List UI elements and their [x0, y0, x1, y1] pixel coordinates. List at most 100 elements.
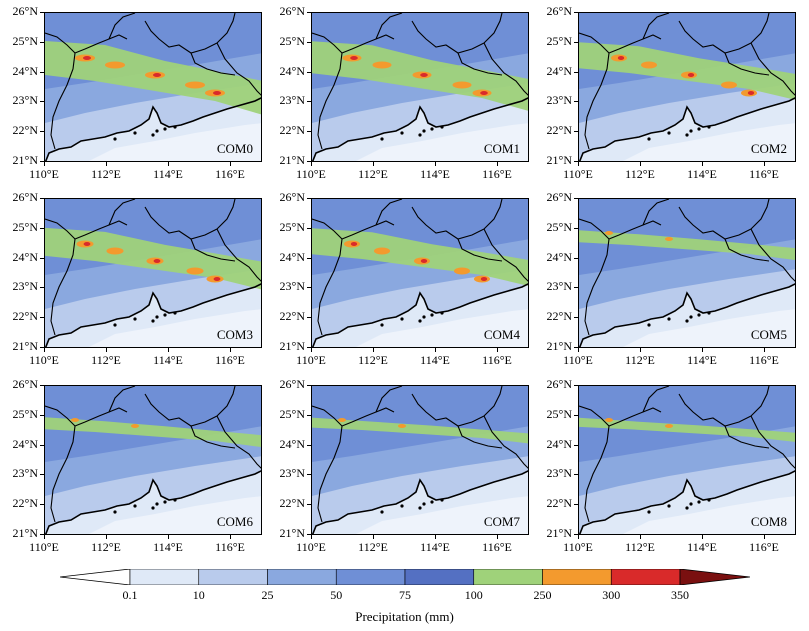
island	[400, 317, 404, 321]
lon-tick-label: 112°E	[358, 167, 388, 181]
lon-tick-mark	[373, 348, 374, 352]
panel-label: COM0	[216, 141, 253, 156]
map-panel-com6: COM6 26°N 25°N 24°N 23°N 22°N 21°N 110°E 112°E 11…	[13, 377, 262, 554]
island	[685, 319, 689, 323]
precipitation-map: COM0	[44, 12, 262, 162]
map-panel-com5: COM5 26°N 25°N 24°N 23°N 22°N 21°N 110°E 112°E 11…	[547, 190, 796, 367]
lon-tick-mark	[230, 535, 231, 539]
province-boundary	[216, 13, 236, 44]
lat-tick-label: 21°N	[12, 153, 38, 167]
precip-spot-300-350	[747, 91, 755, 95]
precipitation-map: COM8	[578, 385, 796, 535]
lon-tick-label: 112°E	[91, 540, 121, 554]
lon-tick-label: 116°E	[749, 167, 779, 181]
province-boundary	[375, 386, 403, 413]
precip-band-100-250	[579, 417, 795, 442]
lat-tick-mark	[40, 347, 44, 348]
precip-spot-300-350	[687, 73, 695, 77]
lon-tick-mark	[497, 162, 498, 166]
lat-tick-mark	[307, 198, 311, 199]
island	[667, 504, 671, 508]
lon-tick-label: 110°E	[29, 167, 59, 181]
precip-spot-250-300	[665, 237, 673, 241]
lon-tick-label: 114°E	[420, 540, 450, 554]
lat-tick-label: 21°N	[279, 526, 305, 540]
lat-tick-label: 21°N	[546, 153, 572, 167]
lat-tick-mark	[307, 72, 311, 73]
precipitation-map: COM5	[578, 198, 796, 348]
precip-spot-300-350	[420, 259, 428, 263]
island	[440, 311, 444, 315]
lon-tick-mark	[702, 162, 703, 166]
lon-tick-mark	[578, 162, 579, 166]
lon-tick-label: 112°E	[91, 353, 121, 367]
lat-tick-mark	[574, 258, 578, 259]
colorbar-tick-label: 350	[671, 588, 689, 602]
precip-band-100-250	[312, 228, 528, 286]
lon-tick-label: 116°E	[215, 353, 245, 367]
colorbar-tick-label: 10	[192, 588, 205, 602]
lon-tick-label: 114°E	[420, 167, 450, 181]
lon-tick-mark	[44, 348, 45, 352]
lon-tick-mark	[373, 162, 374, 166]
province-boundary	[457, 238, 503, 262]
coastline	[579, 470, 795, 534]
lon-tick-mark	[230, 162, 231, 166]
island	[163, 313, 167, 317]
precip-spot-250-300	[131, 424, 139, 428]
province-boundary	[750, 228, 795, 282]
lat-tick-label: 26°N	[279, 377, 305, 391]
lat-tick-label: 22°N	[12, 309, 38, 323]
lat-tick-mark	[574, 317, 578, 318]
precip-spot-250-300	[721, 81, 737, 89]
lat-tick-mark	[307, 258, 311, 259]
precip-spot-250-300	[338, 418, 346, 422]
lon-tick-label: 116°E	[215, 540, 245, 554]
province-boundary	[411, 393, 485, 427]
lat-tick-mark	[574, 474, 578, 475]
lat-tick-label: 21°N	[546, 339, 572, 353]
colorbar-extend-low	[60, 569, 131, 585]
colorbar-segment	[267, 569, 337, 585]
lon-tick-label: 110°E	[563, 353, 593, 367]
lat-tick-label: 24°N	[12, 64, 38, 78]
lat-tick-mark	[40, 258, 44, 259]
lat-tick-mark	[574, 347, 578, 348]
island	[430, 127, 434, 131]
island	[133, 131, 137, 135]
island	[430, 500, 434, 504]
island	[707, 498, 711, 502]
light-precip-area	[89, 309, 261, 347]
precipitation-field	[45, 13, 261, 161]
lat-tick-label: 25°N	[12, 34, 38, 48]
island	[697, 127, 701, 131]
precip-spot-250-300	[105, 61, 125, 69]
province-boundary	[584, 425, 610, 523]
province-boundary	[190, 52, 236, 76]
province-boundary	[108, 199, 136, 226]
lon-tick-mark	[311, 535, 312, 539]
lat-tick-mark	[40, 161, 44, 162]
light-precip-area	[623, 123, 795, 161]
province-boundary	[108, 13, 136, 40]
lon-tick-mark	[373, 535, 374, 539]
province-boundary	[190, 238, 236, 262]
lon-tick-label: 114°E	[420, 353, 450, 367]
province-boundary	[50, 238, 76, 336]
precip-spot-250-300	[452, 81, 472, 89]
province-boundary	[579, 218, 662, 240]
lat-tick-mark	[307, 415, 311, 416]
colorbar-extend-high	[679, 569, 750, 585]
province-boundary	[483, 42, 528, 96]
lat-tick-label: 21°N	[12, 339, 38, 353]
precip-spot-300-350	[617, 56, 625, 60]
precip-band-75	[312, 386, 528, 462]
lat-tick-mark	[574, 445, 578, 446]
lat-tick-mark	[574, 534, 578, 535]
lon-tick-label: 114°E	[153, 353, 183, 367]
island	[647, 510, 651, 514]
precip-spot-300-350	[153, 73, 161, 77]
lon-tick-mark	[168, 162, 169, 166]
lat-tick-mark	[40, 72, 44, 73]
island	[155, 315, 159, 319]
